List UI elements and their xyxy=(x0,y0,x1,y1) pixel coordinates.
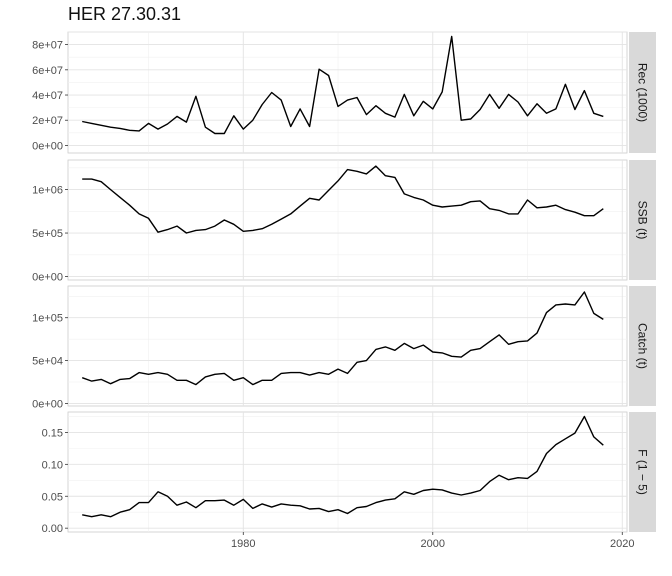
y-tick-label: 0e+00 xyxy=(32,140,63,152)
series-line xyxy=(81,291,604,386)
y-tick-label: 5e+05 xyxy=(32,228,63,240)
y-tick-label: 5e+04 xyxy=(32,356,63,368)
y-tick-label: 6e+07 xyxy=(32,65,63,77)
y-tick-label: 0.05 xyxy=(42,491,63,503)
y-tick-label: 2e+07 xyxy=(32,115,63,127)
chart-title: HER 27.30.31 xyxy=(68,4,182,24)
x-tick-label: 2000 xyxy=(421,538,445,550)
facet-strip-label: Catch (t) xyxy=(636,323,650,369)
facet-strip xyxy=(629,412,656,532)
panel-background xyxy=(67,159,628,281)
y-tick-label: 4e+07 xyxy=(32,90,63,102)
y-tick-label: 0e+00 xyxy=(32,272,63,284)
y-tick-label: 0e+00 xyxy=(32,398,63,410)
facet-strip-label: SSB (t) xyxy=(636,201,650,240)
facet-strip-label: Rec (1000) xyxy=(636,63,650,122)
panel-background xyxy=(67,285,628,407)
facet-strip xyxy=(629,32,656,153)
series-line xyxy=(82,35,604,135)
panel-background xyxy=(67,31,628,154)
y-tick-label: 1e+05 xyxy=(32,313,63,325)
x-tick-label: 2020 xyxy=(610,538,634,550)
x-tick-label: 1980 xyxy=(231,538,255,550)
facet-strip-label: F (1 − 5) xyxy=(636,449,650,495)
y-tick-label: 0.15 xyxy=(42,427,63,439)
facet-strip xyxy=(629,286,656,406)
y-tick-label: 8e+07 xyxy=(32,40,63,52)
series-line xyxy=(82,415,604,518)
series-line xyxy=(82,165,604,234)
y-tick-label: 0.10 xyxy=(42,459,63,471)
y-tick-label: 1e+06 xyxy=(32,185,63,197)
facet-strip xyxy=(629,160,656,280)
y-tick-label: 0.00 xyxy=(42,523,63,535)
